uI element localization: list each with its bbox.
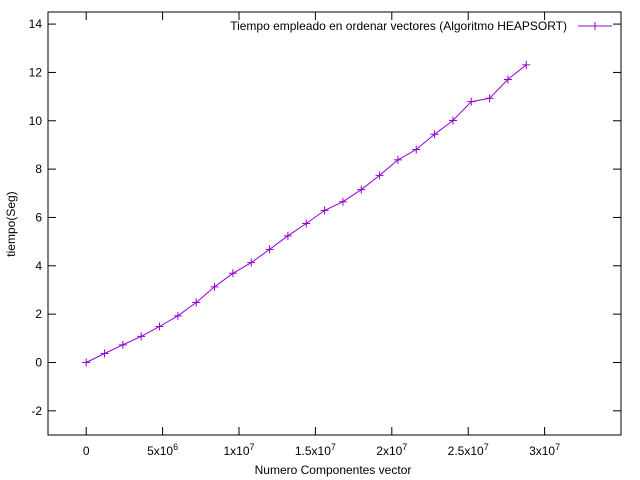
x-tick-label-base: 2x10 — [376, 444, 402, 458]
data-point-marker — [228, 269, 237, 278]
x-tick-label: 1.5x107 — [295, 442, 336, 458]
x-tick-label: 2x107 — [376, 442, 407, 458]
x-tick-label-base: 5x10 — [147, 444, 173, 458]
data-point-marker — [283, 231, 292, 240]
data-point-marker — [247, 258, 256, 267]
data-point-marker — [118, 340, 127, 349]
data-point-marker — [412, 145, 421, 154]
data-point-marker — [393, 155, 402, 164]
legend: Tiempo empleado en ordenar vectores (Alg… — [230, 19, 612, 33]
x-tick-label-base: 1.5x10 — [295, 444, 331, 458]
data-point-marker — [302, 219, 311, 228]
y-tick-label: 12 — [29, 65, 43, 79]
x-tick-label-exponent: 7 — [250, 442, 255, 452]
x-tick-label-exponent: 7 — [331, 442, 336, 452]
y-axis-title: tiempo(Seg) — [4, 191, 18, 256]
data-point-marker — [485, 94, 494, 103]
y-tick-label: 6 — [35, 210, 42, 224]
y-tick-label: 2 — [35, 307, 42, 321]
x-tick-label-exponent: 7 — [402, 442, 407, 452]
data-point-marker — [467, 97, 476, 106]
data-point-marker — [430, 130, 439, 139]
x-tick-label-exponent: 7 — [484, 442, 489, 452]
x-tick-label: 2.5x107 — [448, 442, 489, 458]
x-tick-label-base: 2.5x10 — [448, 444, 484, 458]
data-point-marker — [82, 358, 91, 367]
data-point-marker — [137, 332, 146, 341]
y-tick-label: 0 — [35, 355, 42, 369]
x-tick-label: 1x107 — [223, 442, 254, 458]
data-point-marker — [503, 75, 512, 84]
x-tick-label-exponent: 6 — [173, 442, 178, 452]
x-tick-label-exponent: 7 — [555, 442, 560, 452]
data-point-marker — [192, 298, 201, 307]
plot-frame — [47, 11, 622, 436]
data-point-marker — [338, 197, 347, 206]
data-point-marker — [522, 60, 531, 69]
y-tick-label: 14 — [29, 17, 43, 31]
x-tick-label-base: 3x10 — [529, 444, 555, 458]
x-tick-label: 3x107 — [529, 442, 560, 458]
data-point-marker — [375, 171, 384, 180]
series-line — [85, 64, 527, 363]
x-tick-label: 5x106 — [147, 442, 178, 458]
data-point-marker — [357, 185, 366, 194]
data-point-marker — [100, 349, 109, 358]
data-point-marker — [448, 116, 457, 125]
series-layer — [82, 60, 531, 367]
x-tick-label-base: 1x10 — [223, 444, 249, 458]
y-tick-label: -2 — [31, 404, 42, 418]
legend-label: Tiempo empleado en ordenar vectores (Alg… — [230, 19, 567, 33]
data-point-marker — [265, 245, 274, 254]
y-tick-label: 10 — [29, 114, 43, 128]
x-tick-label: 0 — [83, 444, 90, 458]
x-axis-title: Numero Componentes vector — [255, 463, 412, 477]
legend-marker-sample — [591, 22, 599, 30]
data-point-marker — [210, 282, 219, 291]
data-point-marker — [320, 206, 329, 215]
y-tick-label: 4 — [35, 259, 42, 273]
y-tick-label: 8 — [35, 162, 42, 176]
data-point-marker — [155, 322, 164, 331]
data-point-marker — [173, 311, 182, 320]
